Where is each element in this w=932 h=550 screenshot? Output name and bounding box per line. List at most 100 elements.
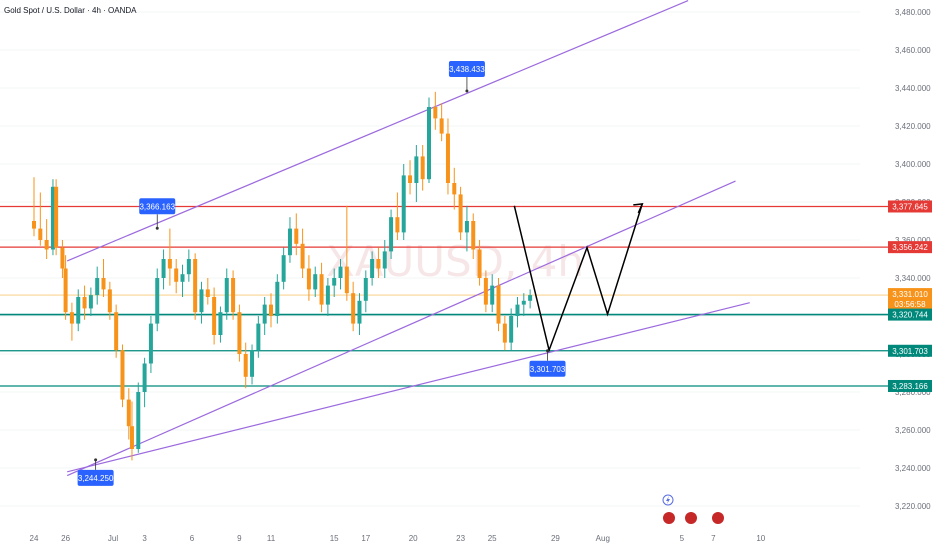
symbol-watermark: XAUUSD, 4h xyxy=(326,237,584,286)
price-level-tag[interactable] xyxy=(888,308,932,321)
us-flag-icon[interactable] xyxy=(663,512,675,524)
y-axis[interactable]: 3,500.0003,480.0003,460.0003,440.0003,42… xyxy=(888,0,932,511)
x-tick-label: 9 xyxy=(237,534,242,543)
price-level-tag[interactable] xyxy=(888,200,932,213)
candle xyxy=(180,264,185,297)
candle xyxy=(161,249,166,290)
candle xyxy=(287,217,292,263)
candle xyxy=(63,255,68,320)
candle xyxy=(186,249,191,282)
x-axis[interactable]: 24 26 Jul 3 6 9 11 15 17 20 23 25 29 Aug 5 7 10 xyxy=(30,534,766,543)
candle xyxy=(344,205,349,301)
symbol-title: Gold Spot / U.S. Dollar · 4h · OANDA xyxy=(4,6,137,15)
candle xyxy=(477,240,482,286)
us-flag-icon[interactable] xyxy=(712,512,724,524)
candle xyxy=(218,306,223,343)
bar-countdown: 03:56:58 xyxy=(894,300,926,309)
candle xyxy=(401,164,406,240)
candle xyxy=(142,357,147,408)
annotation-label: 3,301.703 xyxy=(530,365,566,374)
projection-zigzag[interactable] xyxy=(513,203,644,353)
candle xyxy=(237,304,242,362)
candle xyxy=(262,297,267,335)
candle xyxy=(129,401,134,461)
candle xyxy=(319,262,324,313)
trend-channel-line[interactable] xyxy=(66,180,736,477)
price-levels xyxy=(0,205,888,387)
candle xyxy=(452,167,457,210)
y-tick-label: 3,420.000 xyxy=(895,122,931,131)
candle xyxy=(325,278,330,316)
candle xyxy=(294,213,299,256)
trend-channel-line[interactable] xyxy=(66,0,689,262)
candle xyxy=(509,308,514,351)
candle xyxy=(515,297,520,328)
x-tick-label: 10 xyxy=(756,534,765,543)
candle xyxy=(101,259,106,297)
x-tick-label: Aug xyxy=(596,534,610,543)
candle xyxy=(471,213,476,259)
candle xyxy=(95,266,100,305)
y-tick-label: 3,340.000 xyxy=(895,274,931,283)
candle xyxy=(32,177,36,237)
candle xyxy=(174,259,179,294)
candle xyxy=(126,388,131,440)
price-level-tag[interactable] xyxy=(888,344,932,357)
us-flag-icon[interactable] xyxy=(685,512,697,524)
candle xyxy=(363,270,368,313)
x-tick-label: 20 xyxy=(409,534,418,543)
price-annotations: 3,366.163 3,438.433 3,244.250 3,301.703 xyxy=(77,60,566,486)
candle xyxy=(250,344,255,385)
price-level-tag[interactable] xyxy=(888,288,932,311)
projection-path[interactable] xyxy=(513,203,644,353)
candle xyxy=(382,240,387,278)
candle xyxy=(205,278,210,305)
x-tick-label: 17 xyxy=(361,534,370,543)
price-annotation: 3,366.163 xyxy=(139,198,176,230)
x-tick-label: 23 xyxy=(456,534,465,543)
candle xyxy=(107,281,112,320)
candle xyxy=(351,281,356,332)
y-tick-label: 3,240.000 xyxy=(895,464,931,473)
annotation-label: 3,366.163 xyxy=(139,202,175,211)
trend-channel-line[interactable] xyxy=(67,302,750,473)
candle xyxy=(502,316,507,351)
price-level-tag[interactable] xyxy=(888,241,932,254)
x-tick-label: 26 xyxy=(61,534,70,543)
x-tick-label: 11 xyxy=(267,534,276,543)
y-tick-label: 3,400.000 xyxy=(895,160,931,169)
y-tick-label: 3,220.000 xyxy=(895,502,931,511)
economic-events[interactable] xyxy=(662,494,724,524)
candle xyxy=(306,255,311,301)
candle xyxy=(395,192,400,240)
candle xyxy=(427,97,431,183)
price-level-tag[interactable] xyxy=(888,379,932,392)
candle xyxy=(458,186,463,240)
candle xyxy=(54,179,59,256)
y-tick-label: 3,440.000 xyxy=(895,84,931,93)
candle xyxy=(224,268,229,320)
candle xyxy=(483,270,488,313)
candlesticks xyxy=(32,91,533,461)
candle xyxy=(82,285,87,320)
price-level-label: 3,301.703 xyxy=(892,347,928,356)
candle xyxy=(439,103,444,142)
candle xyxy=(300,228,305,278)
price-level-label: 3,356.242 xyxy=(892,243,928,252)
candle xyxy=(193,253,198,320)
candle xyxy=(50,179,55,256)
candle xyxy=(313,266,318,297)
lightning-glyph xyxy=(666,496,670,504)
x-tick-label: 24 xyxy=(30,534,39,543)
channel-lines[interactable] xyxy=(66,0,750,477)
candle xyxy=(408,160,413,195)
candle xyxy=(199,281,204,324)
y-tick-label: 3,480.000 xyxy=(895,8,931,17)
candle xyxy=(76,289,81,332)
candle xyxy=(60,240,65,278)
x-tick-label: 29 xyxy=(551,534,560,543)
candle xyxy=(120,344,125,408)
x-tick-label: 6 xyxy=(190,534,195,543)
y-tick-label: 3,360.000 xyxy=(895,236,931,245)
